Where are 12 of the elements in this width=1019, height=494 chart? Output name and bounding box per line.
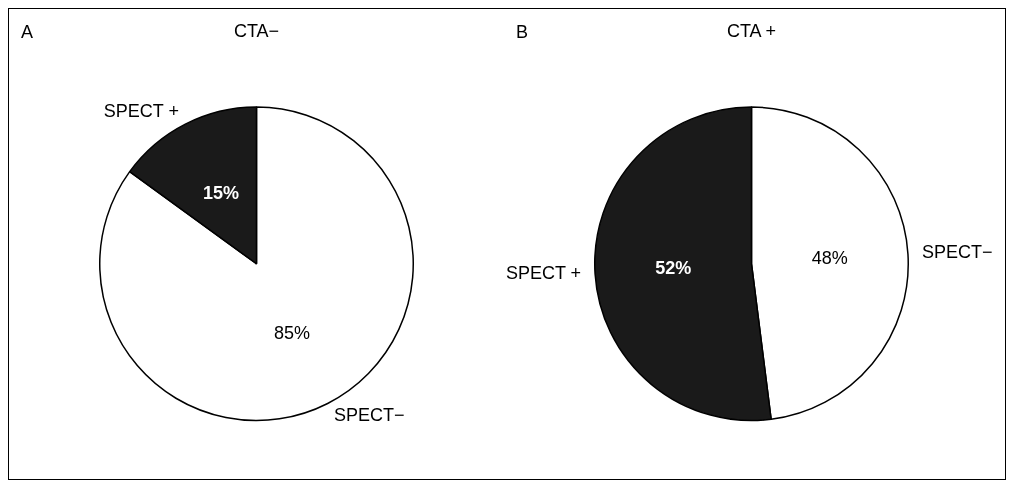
slice-label: SPECT− [334,404,405,425]
slice-label: SPECT + [505,263,582,284]
text: B [516,21,529,42]
data-label: 15% [202,182,239,203]
data-label: 48% [811,247,848,268]
data-label: 85% [274,322,311,343]
chart-title: CTA− [233,20,280,41]
data-label: 52% [655,257,692,278]
slice-label: SPECT + [103,100,179,121]
text: A [21,21,34,42]
slice-label: SPECT− [921,242,993,263]
chart-title: CTA + [726,20,777,41]
